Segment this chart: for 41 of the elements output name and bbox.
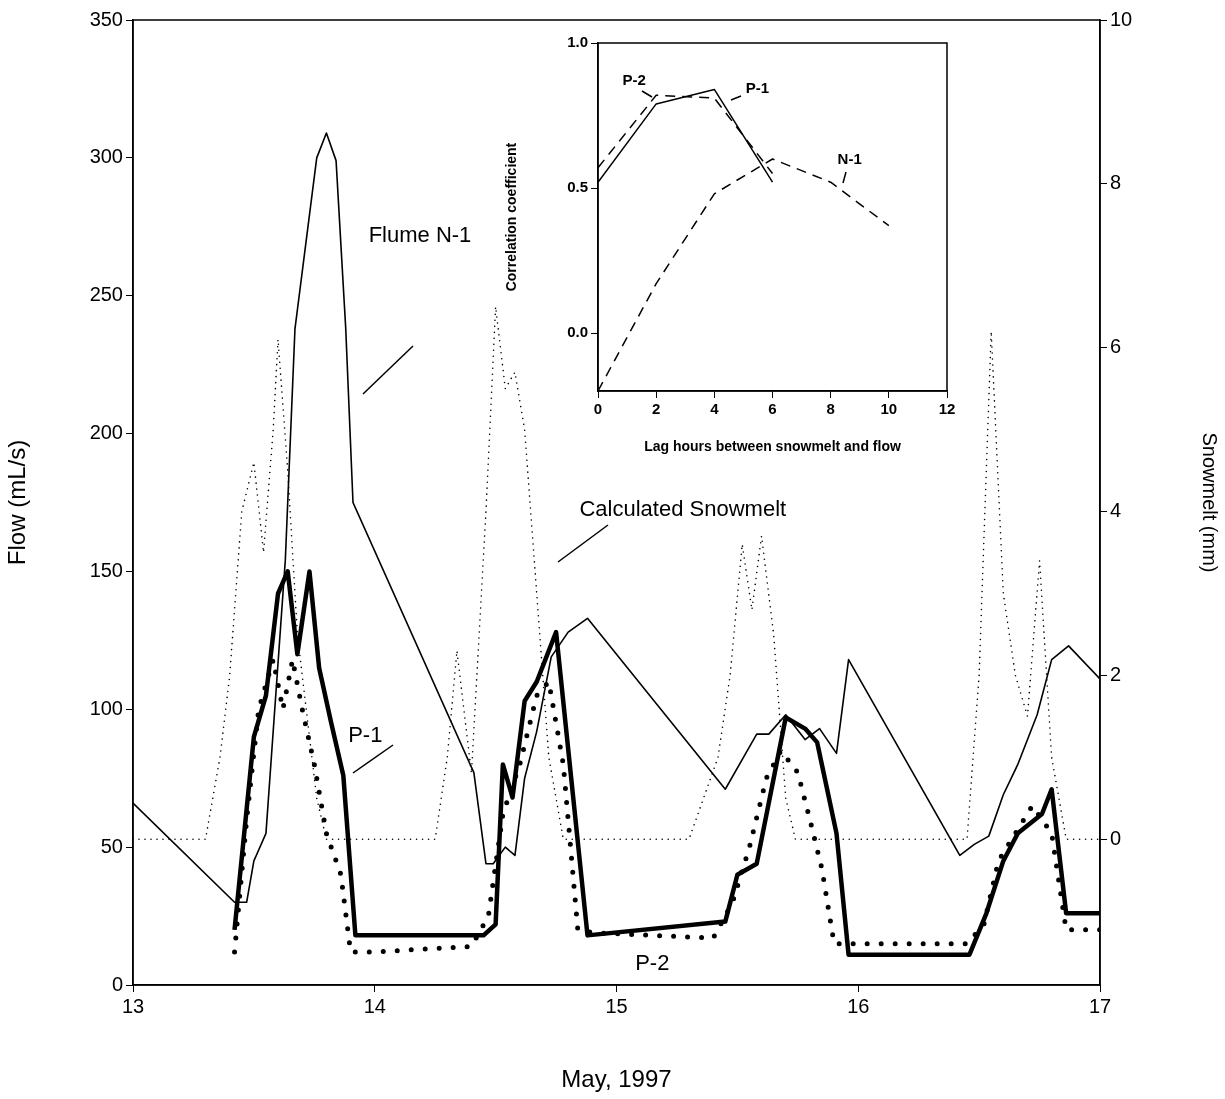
y2-tick-label: 2 xyxy=(1110,662,1122,685)
y-axis-title: Flow (mL/s) xyxy=(3,439,31,566)
x-axis-title: May, 1997 xyxy=(561,1065,672,1093)
y2-tick-label: 10 xyxy=(1110,7,1133,30)
y-tick-label: 300 xyxy=(89,145,123,168)
y2-tick-label: 8 xyxy=(1110,171,1122,194)
x-tick-label: 13 xyxy=(121,994,145,1017)
series-label: Calculated Snowmelt xyxy=(579,496,787,522)
y-tick-label: 350 xyxy=(89,7,123,30)
x-tick-label: 0 xyxy=(593,400,603,418)
series-label: P-2 xyxy=(622,71,646,89)
x-tick-label: 14 xyxy=(363,994,386,1017)
x-tick-label: 2 xyxy=(651,400,661,418)
y-tick-label: 50 xyxy=(100,834,123,857)
series-label: N-1 xyxy=(837,150,862,168)
y-tick-label: 1.0 xyxy=(567,33,588,51)
x-axis-title: Lag hours between snowmelt and flow xyxy=(644,438,901,455)
y2-tick-label: 0 xyxy=(1110,826,1122,849)
y-tick-label: 200 xyxy=(89,421,123,444)
series-label: P-1 xyxy=(745,78,770,96)
y2-axis-title: Snowmelt (mm) xyxy=(1199,432,1222,573)
y-tick-label: 0.5 xyxy=(567,178,588,196)
series-label: P-2 xyxy=(635,949,670,975)
x-tick-label: 12 xyxy=(938,400,956,418)
x-tick-label: 4 xyxy=(710,400,720,418)
y-tick-label: 150 xyxy=(89,558,123,581)
y2-tick-label: 6 xyxy=(1110,335,1122,358)
x-tick-label: 16 xyxy=(847,994,870,1017)
x-tick-label: 10 xyxy=(880,400,898,418)
x-tick-label: 6 xyxy=(768,400,777,418)
x-tick-label: 17 xyxy=(1088,994,1112,1017)
x-tick-label: 8 xyxy=(826,400,835,418)
y-tick-label: 0.0 xyxy=(567,323,588,341)
y-axis-title: Correlation coefficient xyxy=(503,142,520,292)
y-tick-label: 0 xyxy=(111,972,123,995)
y-tick-label: 100 xyxy=(89,696,123,719)
y-tick-label: 250 xyxy=(89,283,123,306)
series-label: Flume N-1 xyxy=(368,221,472,247)
x-tick-label: 15 xyxy=(605,994,628,1017)
series-label: P-1 xyxy=(348,721,383,747)
y2-tick-label: 4 xyxy=(1110,499,1122,522)
